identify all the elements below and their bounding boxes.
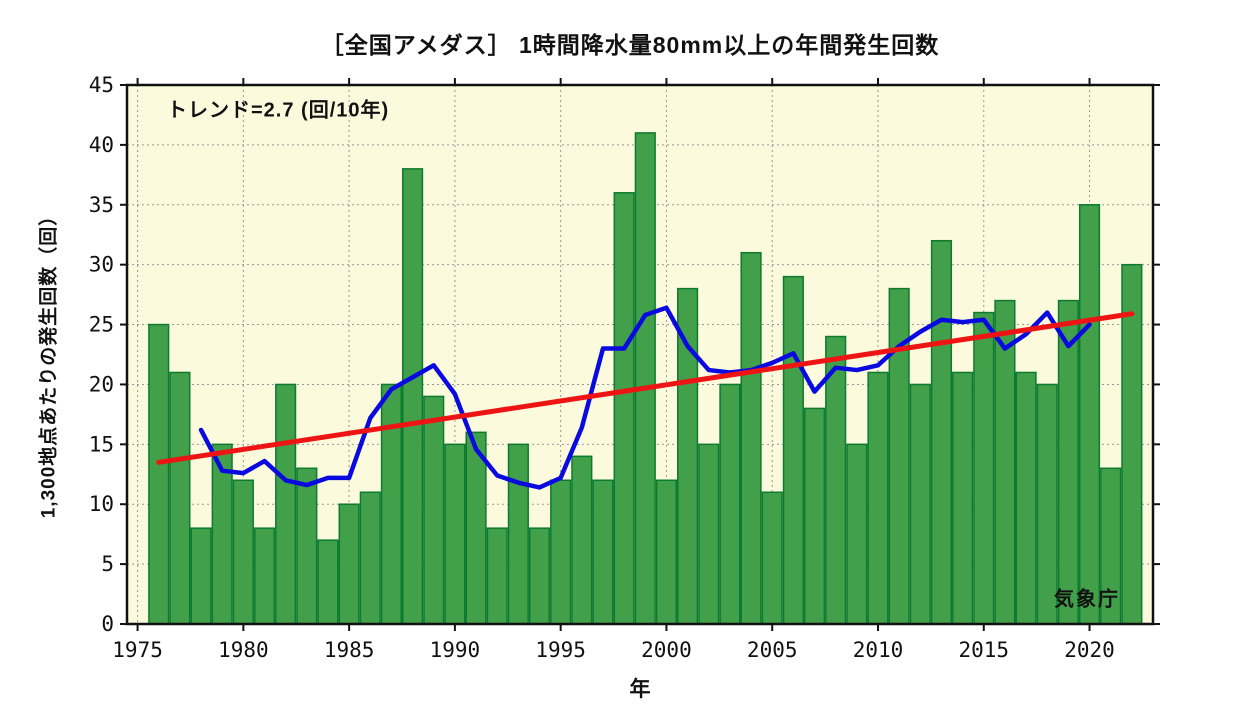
bar-1977: [169, 371, 191, 625]
bar-1984: [317, 539, 339, 625]
x-tick-label-2015: 2015: [958, 638, 1009, 662]
y-tick-label-30: 30: [89, 253, 114, 277]
y-tick-label-0: 0: [101, 612, 114, 636]
bar-1997: [592, 479, 614, 625]
bar-2012: [909, 383, 931, 625]
bar-1993: [507, 443, 529, 625]
chart-title: ［全国アメダス］ 1時間降水量80mm以上の年間発生回数: [320, 32, 940, 58]
y-tick-label-10: 10: [89, 492, 114, 516]
bar-2015: [973, 311, 995, 625]
bar-2004: [740, 251, 762, 625]
bar-1981: [253, 527, 276, 625]
bar-2005: [761, 491, 783, 625]
y-axis-label: 1,300地点あたりの発生回数（回）: [38, 205, 60, 519]
bar-2013: [930, 239, 953, 625]
bar-2014: [952, 371, 974, 625]
bar-2002: [698, 443, 720, 625]
y-tick-label-15: 15: [89, 432, 114, 456]
x-tick-label-2005: 2005: [747, 638, 798, 662]
bar-1985: [338, 503, 360, 625]
x-tick-label-1975: 1975: [112, 638, 163, 662]
bar-1976: [148, 323, 170, 625]
bar-1978: [190, 527, 212, 625]
bar-1996: [571, 455, 593, 625]
x-tick-label-2010: 2010: [853, 638, 904, 662]
y-tick-label-40: 40: [89, 133, 114, 157]
bar-2022: [1121, 263, 1143, 625]
bar-1989: [423, 395, 445, 625]
jma-credit: 気象庁: [1054, 588, 1120, 611]
bar-2008: [825, 335, 847, 625]
trend-line: [156, 311, 1135, 465]
bar-2010: [867, 371, 889, 625]
x-tick-label-2000: 2000: [641, 638, 692, 662]
bar-2006: [782, 275, 804, 625]
bar-2019: [1057, 299, 1079, 625]
x-tick-label-1985: 1985: [324, 638, 375, 662]
bar-1994: [528, 527, 551, 625]
bar-1983: [296, 467, 318, 625]
bar-1980: [232, 479, 254, 625]
x-tick-label-1980: 1980: [218, 638, 269, 662]
bar-2020: [1078, 204, 1101, 625]
bar-2000: [655, 479, 678, 625]
trend-annotation: トレンド=2.7 (回/10年): [167, 99, 390, 122]
moving-average-line: [198, 305, 1092, 490]
bar-1999: [634, 132, 656, 625]
y-tick-label-25: 25: [89, 313, 114, 337]
x-tick-label-1995: 1995: [535, 638, 586, 662]
x-tick-label-2020: 2020: [1064, 638, 1115, 662]
bar-2009: [846, 443, 868, 625]
bar-1986: [359, 491, 381, 625]
bar-2017: [1015, 371, 1037, 625]
plot-border: [125, 83, 1155, 626]
bar-2003: [719, 383, 741, 625]
bar-2001: [677, 287, 699, 625]
bar-1995: [550, 479, 572, 625]
y-tick-label-5: 5: [101, 552, 114, 576]
y-tick-label-45: 45: [89, 73, 114, 97]
bar-1987: [380, 383, 403, 625]
bar-2007: [803, 407, 826, 625]
x-tick-label-1990: 1990: [430, 638, 481, 662]
bar-1998: [613, 192, 635, 625]
bar-1990: [444, 443, 466, 625]
y-tick-label-35: 35: [89, 193, 114, 217]
bar-1992: [486, 527, 508, 625]
x-axis-label: 年: [629, 678, 651, 701]
bar-1982: [275, 383, 297, 625]
y-tick-label-20: 20: [89, 372, 114, 396]
bar-1988: [402, 168, 424, 625]
